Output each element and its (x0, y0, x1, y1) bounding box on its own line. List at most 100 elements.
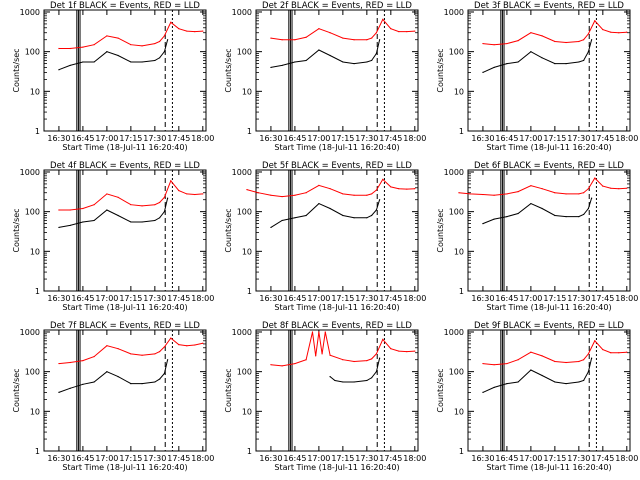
panel-4-events-point (154, 219, 156, 222)
panel-3-events-point (530, 51, 532, 53)
panel-6-events-point (565, 216, 567, 218)
panel-7-events-point (93, 381, 95, 383)
panel-3-y-axis-label: Counts/sec (436, 48, 445, 92)
panel-9-events-point (583, 379, 585, 382)
panel-5-plot-frame (255, 169, 419, 292)
panel-8-lld-point (366, 359, 368, 362)
panel-8-events-point (329, 376, 331, 378)
panel-8-lld-point (324, 331, 326, 333)
panel-5-lld-point (257, 192, 259, 194)
panel-2-plot-frame (255, 9, 419, 132)
panel-3-events-point (517, 61, 519, 63)
panel-6-lld-point (506, 193, 508, 195)
panel-1-lld-point (117, 37, 119, 39)
panel-9-lld-point (626, 351, 628, 353)
panel-2-lld-point (375, 32, 378, 34)
panel-2-lld-point (342, 37, 344, 39)
panel-6-x-tick-label: 16:45 (495, 294, 518, 303)
panel-3-lld-point (618, 32, 620, 34)
panel-3-x-tick-label: 16:45 (495, 134, 518, 143)
panel-8-events-point (353, 381, 355, 383)
panel-3-x-tick-label: 17:45 (591, 134, 614, 143)
panel-7-events-point (154, 381, 156, 383)
panel-1-y-axis-label: Counts/sec (12, 48, 21, 92)
panel-6-plot-frame (467, 169, 631, 292)
panel-8-events-point (375, 371, 378, 373)
panel-4-y-tick-label: 10 (30, 247, 40, 256)
panel-4-events-point (117, 214, 119, 217)
panel-8-lld-point (305, 359, 307, 361)
panel-2-events-point (342, 61, 344, 63)
panel-4-x-tick-label: 17:00 (95, 294, 118, 303)
panel-3-events-point (482, 71, 484, 73)
panel-4-lld-point (194, 193, 196, 196)
panel-2-events-point (281, 64, 283, 67)
panel-4-x-tick-label: 17:45 (167, 294, 190, 303)
panel-4-y-axis-label: Counts/sec (12, 208, 21, 252)
panel-6-lld-point (565, 193, 567, 195)
panel-1-lld-point (163, 35, 166, 37)
panel-3-events-point (591, 39, 593, 41)
panel-6-y-tick-label: 10 (454, 247, 464, 256)
panel-5-lld-point (270, 194, 272, 196)
panel-9-lld-point (583, 359, 585, 361)
panel-9-x-tick-label: 17:00 (519, 454, 542, 463)
panel-7-events-point (58, 391, 60, 393)
panel-9-title: Det 9f BLACK = Events, RED = LLD (474, 321, 624, 331)
panel-2-lld-point (371, 37, 373, 39)
panel-5-lld-point (246, 188, 248, 191)
panel-1-lld-point (141, 45, 143, 47)
panel-3-lld-point (530, 32, 532, 34)
panel-2-lld-point (329, 32, 331, 34)
panel-2-x-tick-label: 17:45 (379, 134, 402, 143)
panel-5-lld-point (406, 188, 408, 190)
panel-7-x-tick-label: 17:15 (119, 454, 142, 463)
panel-3-lld-point (594, 20, 596, 22)
panel-5-lld-point (366, 194, 368, 196)
panel-3-y-tick-label: 1000 (444, 8, 464, 17)
panel-4-x-tick-label: 17:15 (119, 294, 142, 303)
panel-8-y-tick-label: 1000 (232, 328, 252, 337)
panel-7-events-point (159, 378, 161, 380)
panel-1-plot-frame (43, 9, 207, 132)
panel-8-lld-point (294, 362, 296, 365)
panel-5-events-point (270, 226, 272, 229)
panel-9-events-point (554, 381, 556, 383)
panel-3-events-point (493, 66, 495, 69)
panel-2-lld-series-line (270, 18, 415, 41)
panel-1-x-tick-label: 17:00 (95, 134, 118, 143)
panel-5-events-point (305, 214, 307, 217)
panel-5-events-point (366, 217, 368, 219)
panel-6-lld-series-line (458, 177, 627, 196)
panel-5-y-tick-label: 1000 (232, 168, 252, 177)
panel-2-y-axis-label: Counts/sec (224, 48, 233, 92)
panel-4-lld-point (141, 205, 143, 207)
panel-8-lld-point (311, 331, 314, 333)
panel-4-events-series-line (58, 197, 169, 228)
panel-6-lld-point (610, 187, 612, 189)
panel-4-lld-point (58, 209, 60, 211)
panel-7-lld-point (58, 362, 60, 365)
panel-2-y-tick-label: 10 (242, 87, 252, 96)
panel-7-lld-point (117, 348, 119, 350)
panel-8-lld-point (414, 350, 416, 352)
panel-5-y-axis-label: Counts/sec (224, 208, 233, 252)
panel-9-lld-point (578, 360, 580, 363)
panel-7-x-tick-label: 17:30 (143, 454, 166, 463)
panel-2-x-tick-label: 16:45 (283, 134, 306, 143)
panel-6-x-tick-label: 17:00 (519, 294, 542, 303)
panel-9-lld-point (587, 353, 590, 355)
panel-5-events-point (342, 214, 344, 217)
panel-7-lld-series-line (58, 337, 203, 365)
panel-2-lld-point (294, 39, 296, 41)
panel-8-lld-point (321, 353, 323, 355)
panel-4-lld-point (82, 207, 84, 210)
panel-3-x-tick-label: 17:30 (567, 134, 590, 143)
panel-5-events-point (371, 214, 373, 217)
panel-1-events-point (117, 54, 119, 57)
panel-2-x-axis-label: Start Time (18-Jul-11 16:20:40) (274, 143, 399, 152)
panel-4-events-point (82, 221, 84, 223)
panel-5-x-tick-label: 17:30 (355, 294, 378, 303)
panel-8-plot-frame (255, 329, 419, 452)
